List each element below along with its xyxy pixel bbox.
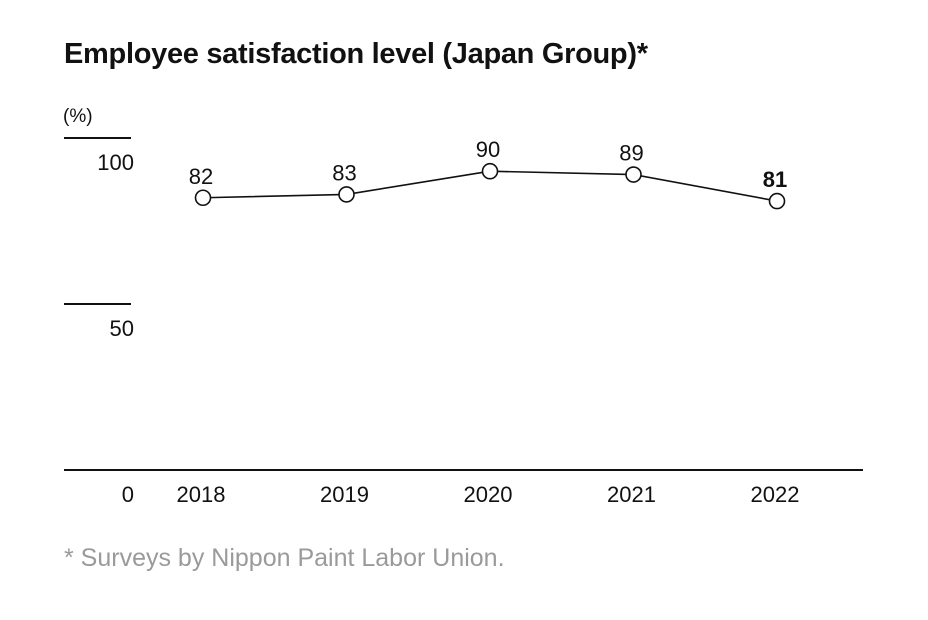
y-tick-label: 50	[110, 316, 134, 341]
data-label: 89	[619, 141, 643, 166]
data-label: 81	[763, 167, 787, 192]
x-tick-label: 2021	[607, 482, 656, 507]
chart-title: Employee satisfaction level (Japan Group…	[64, 38, 648, 70]
x-tick-label: 2019	[320, 482, 369, 507]
y-axis-unit-label: (%)	[63, 106, 93, 127]
y-tick-label: 100	[97, 150, 134, 175]
y-tick-label: 0	[122, 482, 134, 507]
data-point	[338, 186, 355, 203]
data-label: 90	[476, 137, 500, 162]
data-label: 82	[189, 164, 213, 189]
data-point	[194, 189, 212, 207]
data-point	[768, 192, 786, 210]
x-tick-label: 2018	[177, 482, 226, 507]
data-point	[625, 166, 642, 183]
footnote: * Surveys by Nippon Paint Labor Union.	[64, 544, 505, 572]
x-tick-label: 2022	[751, 482, 800, 507]
x-tick-label: 2020	[464, 482, 513, 507]
data-label: 83	[332, 160, 356, 185]
data-point	[481, 162, 499, 180]
